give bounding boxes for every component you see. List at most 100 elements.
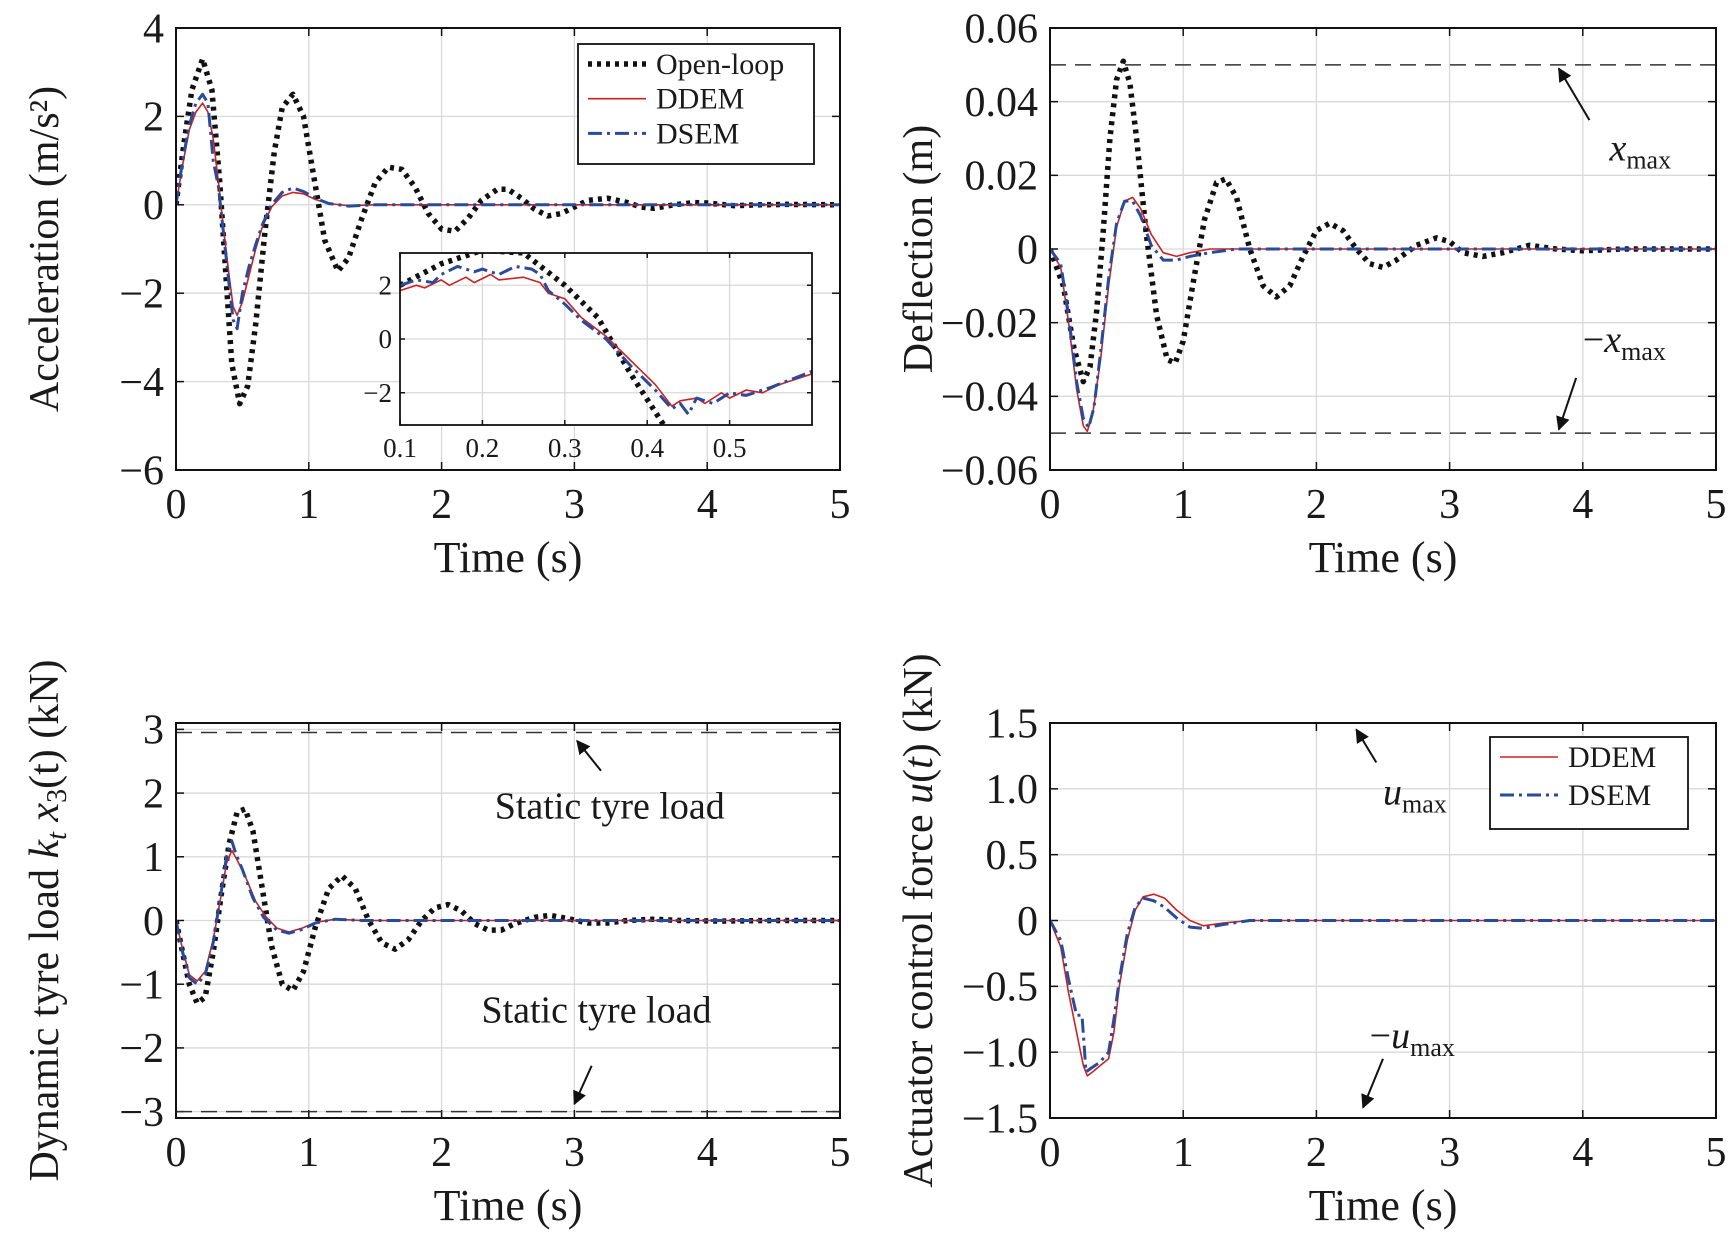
y-tick-label: 3 — [143, 708, 164, 754]
x-axis-label: Time (s) — [1309, 533, 1458, 582]
y-tick-label: −2 — [363, 378, 392, 408]
series-line-1-dsem — [1050, 896, 1716, 1074]
y-tick-label: 0.5 — [986, 833, 1039, 879]
legend-entry: Open-loop — [656, 48, 784, 81]
y-label-space — [22, 822, 68, 833]
x-tick-label: 4 — [697, 482, 718, 528]
x-tick-label: 2 — [1306, 482, 1327, 528]
x-axis-label: Time (s) — [434, 533, 583, 582]
y-tick-label: 0 — [1017, 899, 1038, 945]
inset-chart: 0.1 0.2 0.3 0.4 0.5 −2 0 2 — [363, 252, 813, 463]
axes-frame — [1049, 722, 1717, 1119]
x-tick-label: 0 — [1040, 482, 1061, 528]
x-tick-label: 0.3 — [548, 433, 582, 463]
x-tick-label: 5 — [830, 482, 851, 528]
y-label-sub-3: 3 — [42, 789, 73, 803]
legend-entry: DSEM — [1568, 779, 1651, 812]
annotation-sign: − — [1370, 1015, 1391, 1057]
annotation-symbol: x — [1603, 319, 1621, 361]
y-tick-label: −4 — [119, 360, 164, 406]
panel-2: 0 1 2 3 4 5 −0.06 −0.04 −0.02 0 0.02 0.04 0.06 Time (… — [896, 6, 1727, 582]
x-tick-label: 3 — [1439, 1130, 1460, 1176]
y-tick-label: 0 — [143, 183, 164, 229]
series-line-2-dsem — [400, 264, 812, 416]
inset-frame — [399, 252, 813, 426]
legend-entry: DDEM — [656, 83, 744, 116]
axes-frame — [175, 27, 841, 471]
x-tick-label: 0 — [1040, 1130, 1061, 1176]
series-line-2-dsem — [1050, 199, 1716, 430]
axes-frame — [1049, 27, 1717, 471]
y-label-rest: (t) (kN) — [22, 659, 68, 788]
annotation-1: −xmax — [1556, 319, 1666, 431]
x-tick-label: 1 — [1173, 1130, 1194, 1176]
annotation-subscript: max — [1402, 790, 1447, 819]
series-line-2-dsem — [176, 92, 840, 331]
x-axis-label: Time (s) — [1309, 1181, 1458, 1230]
y-label-text: Actuator control force — [896, 804, 942, 1188]
x-tick-label: 1 — [298, 1130, 319, 1176]
x-tick-label: 4 — [1572, 482, 1593, 528]
annotation-arrow — [573, 1065, 593, 1106]
annotation-label: Static tyre load — [495, 786, 725, 828]
y-label-rest: ) (kN) — [896, 653, 942, 757]
annotation-label: Static tyre load — [481, 989, 711, 1031]
y-tick-label: 0.04 — [965, 80, 1039, 126]
panel-1: 0 1 2 3 4 5 −6 −4 −2 0 2 4 Time (s) Acceleration (m/s… — [22, 6, 851, 582]
y-tick-label: −1.0 — [962, 1030, 1038, 1076]
y-tick-label: −2 — [119, 1026, 164, 1072]
y-tick-label: 0 — [143, 899, 164, 945]
y-tick-label: 2 — [143, 95, 164, 141]
x-tick-label: 2 — [1306, 1130, 1327, 1176]
y-tick-label: −2 — [119, 271, 164, 317]
y-label-u: u — [896, 783, 942, 804]
y-axis-label: Deflection (m) — [896, 125, 942, 373]
annotation-symbol: x — [1608, 128, 1626, 170]
x-tick-label: 3 — [564, 1130, 585, 1176]
annotation-arrow — [1556, 377, 1578, 431]
panel-3: 0 1 2 3 4 5 −3 −2 −1 0 1 2 3 Time (s) Dynamic tyre loa… — [22, 659, 851, 1230]
y-tick-label: 0 — [1017, 227, 1038, 273]
annotation-label: −umax — [1370, 1015, 1455, 1062]
annotation-label: umax — [1383, 772, 1447, 819]
annotation-arrow — [1355, 728, 1378, 764]
legend-entry: DSEM — [656, 117, 739, 150]
y-tick-label: −1.5 — [962, 1096, 1038, 1142]
y-axis-label: Dynamic tyre load kt x3(t) (kN) — [22, 659, 73, 1181]
annotation-arrow — [1361, 1058, 1384, 1109]
annotation-subscript: max — [1626, 146, 1671, 175]
panel-4: 0 1 2 3 4 5 −1.5 −1.0 −0.5 0 0.5 1.0 1.5 Time (s) Actu… — [896, 653, 1727, 1230]
x-tick-label: 4 — [697, 1130, 718, 1176]
y-tick-label: −0.06 — [941, 448, 1038, 494]
annotation-1: Static tyre load — [481, 989, 711, 1106]
annotation-subscript: max — [1410, 1033, 1455, 1062]
x-tick-label: 0 — [166, 482, 187, 528]
annotation-subscript: max — [1621, 337, 1666, 366]
annotation-1: −umax — [1361, 1015, 1455, 1109]
y-label-t: t — [896, 756, 942, 769]
y-tick-label: 1.5 — [986, 701, 1039, 747]
y-axis-label: Acceleration (m/s²) — [22, 86, 68, 412]
series-line-0-open-loop — [176, 56, 840, 407]
series-line-0-open-loop — [176, 806, 840, 1007]
y-tick-label: 0 — [379, 324, 393, 354]
annotation-symbol: u — [1391, 1015, 1410, 1057]
y-tick-label: 2 — [379, 270, 393, 300]
y-tick-label: −3 — [119, 1090, 164, 1136]
legend-entry: DDEM — [1568, 741, 1656, 774]
y-label-text: Dynamic tyre load — [22, 858, 68, 1181]
annotation-sign: − — [1583, 319, 1604, 361]
y-tick-label: −1 — [119, 962, 164, 1008]
x-tick-label: 0 — [166, 1130, 187, 1176]
y-tick-label: −0.5 — [962, 965, 1038, 1011]
annotation-arrow — [576, 739, 602, 772]
y-label-sub-t: t — [42, 831, 73, 840]
x-tick-label: 4 — [1572, 1130, 1593, 1176]
y-tick-label: 0.02 — [965, 154, 1039, 200]
annotation-0: xmax — [1557, 67, 1671, 175]
y-axis-label: Actuator control force u(t) (kN) — [896, 653, 942, 1187]
y-tick-label: 2 — [143, 771, 164, 817]
annotation-symbol: u — [1383, 772, 1402, 814]
